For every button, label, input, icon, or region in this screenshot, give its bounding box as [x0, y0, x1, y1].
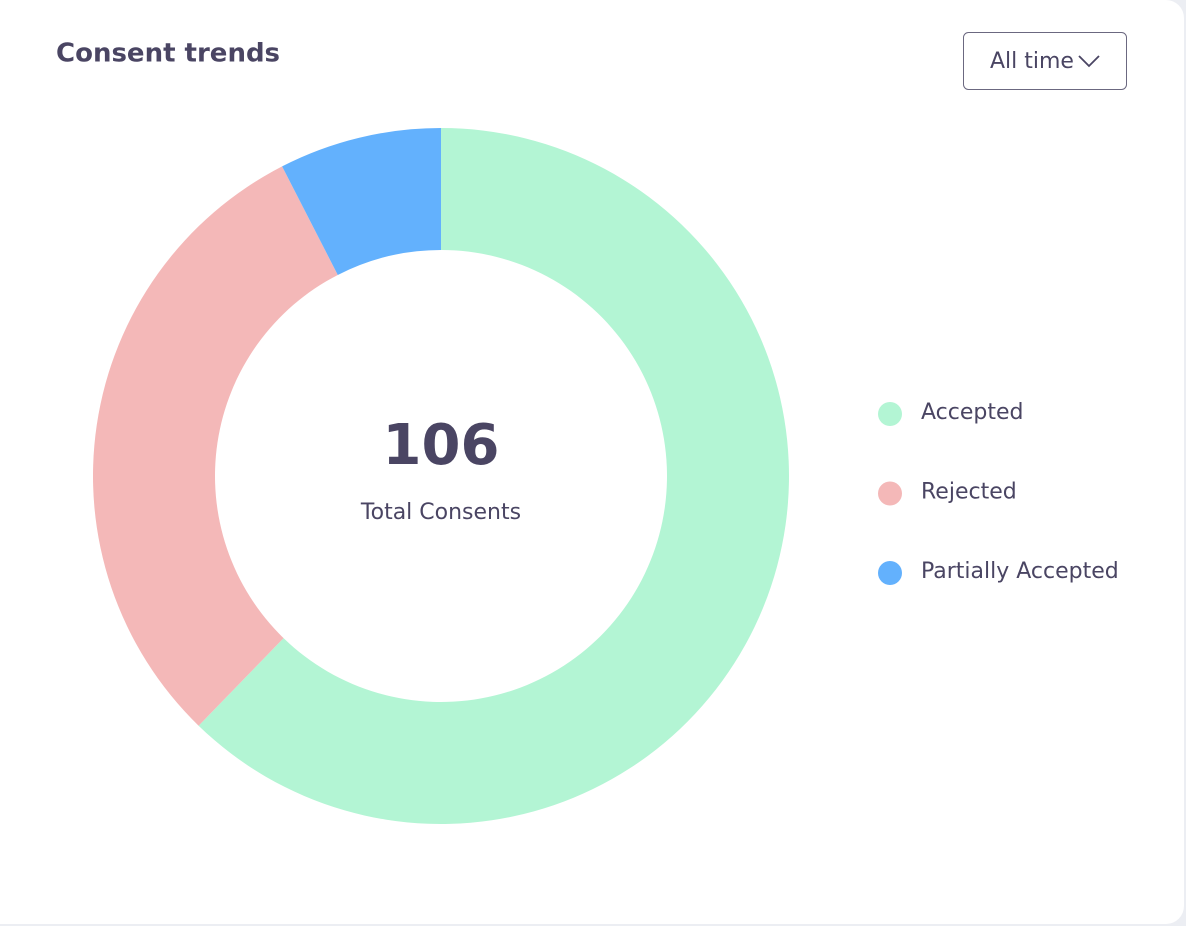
legend-label: Partially Accepted [921, 559, 1119, 584]
legend-swatch [878, 481, 902, 506]
legend-label: Rejected [921, 480, 1017, 505]
filter-label[interactable]: All time [990, 49, 1074, 74]
chart-title: Consent trends [56, 39, 280, 69]
center-label: Total Consents [360, 500, 521, 525]
donut-segment [198, 128, 790, 824]
donut-segment [282, 128, 441, 275]
donut [92, 128, 790, 824]
legend-swatch [878, 561, 902, 585]
center-value: 106 [383, 413, 500, 478]
legend-label: Accepted [921, 400, 1023, 425]
donut-segment [92, 166, 338, 726]
filter-button[interactable]: All time [963, 32, 1127, 90]
chevron[interactable] [1078, 55, 1100, 68]
legend: Accepted Rejected Partially Accepted [878, 400, 1119, 585]
legend-swatch [878, 402, 902, 426]
filter-box[interactable] [963, 32, 1127, 90]
